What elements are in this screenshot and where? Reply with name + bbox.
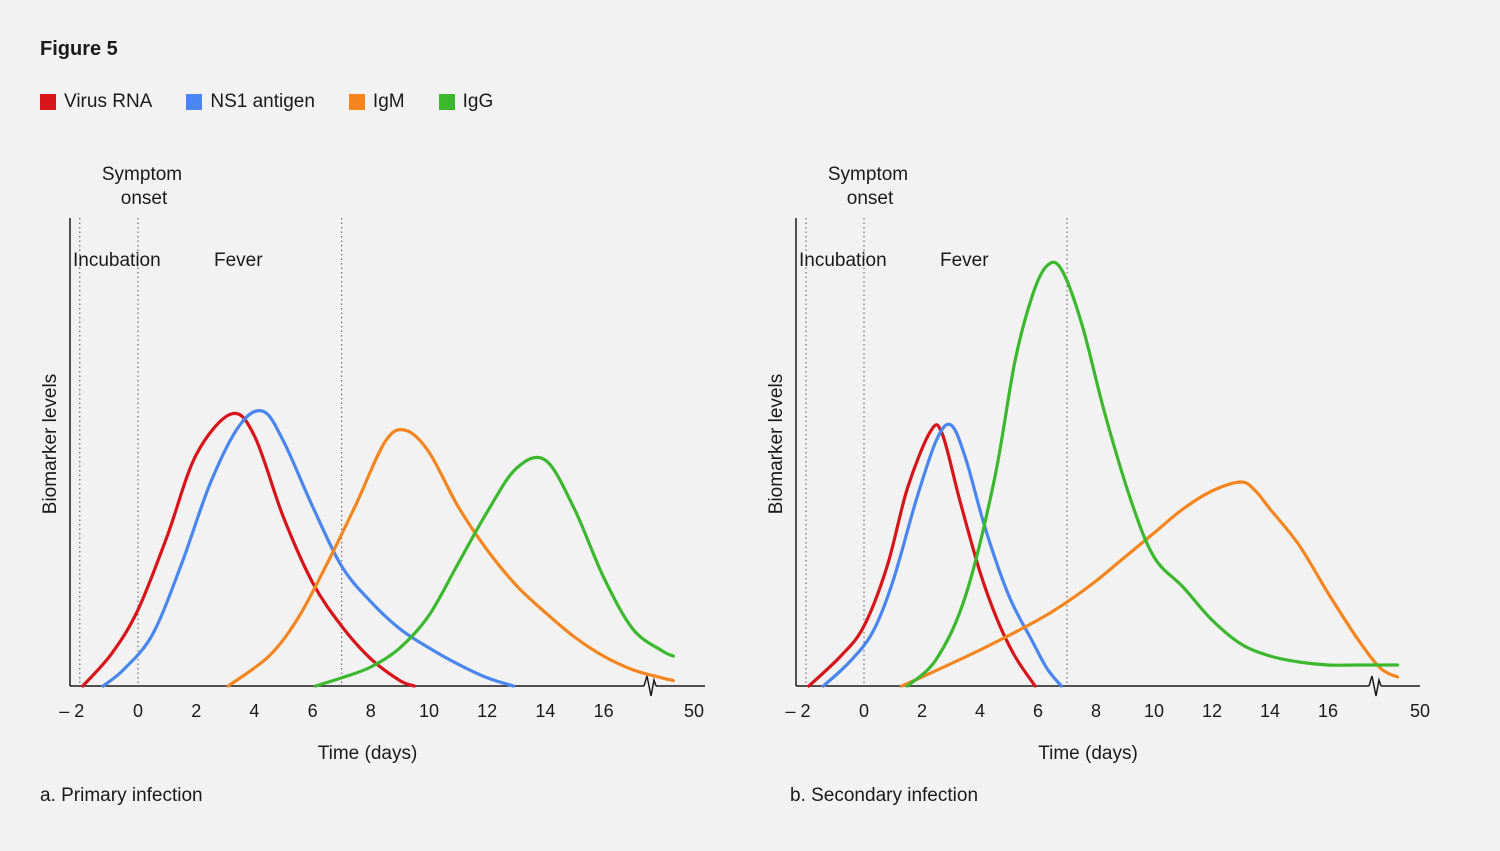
x-tick-label: 6 [308,701,318,721]
legend-item-igg: IgG [438,91,494,113]
y-axis-label: Biomarker levels [40,374,61,514]
axis-break-icon [643,675,657,697]
x-axis-label: Time (days) [1038,743,1138,764]
legend-swatch [186,94,203,110]
series-line-ns1-antigen [101,409,515,688]
legend-label: IgG [462,91,494,112]
legend-swatch [348,94,365,110]
symptom-onset-label: onset [847,188,894,209]
x-tick-label: 4 [975,701,985,721]
chart-panel-primary: – 2 0 2 4 6 8 10 12 14 16 50 Time (days) Biomarker l… [40,164,705,806]
x-tick-label: 50 [1410,701,1430,721]
symptom-onset-label: onset [121,188,168,209]
x-tick-label: 10 [1144,701,1164,721]
y-axis-label: Biomarker levels [766,374,787,514]
x-tick-label: 12 [1202,701,1222,721]
x-tick-label: 10 [419,701,439,721]
x-tick-label: 0 [133,701,143,721]
series-line-igg [313,455,675,688]
series-line-igg [905,260,1400,688]
symptom-onset-label: Symptom [828,164,908,185]
x-tick-label: 4 [249,701,259,721]
panel-title: a. Primary infection [40,785,203,806]
legend-item-ns1-antigen: NS1 antigen [186,91,315,113]
symptom-onset-label: Symptom [102,164,182,185]
phase-label-fever: Fever [214,250,263,271]
legend-label: IgM [372,91,405,112]
x-tick-label: 8 [366,701,376,721]
x-tick-label: 8 [1091,701,1101,721]
phase-label-incubation: Incubation [73,250,161,271]
x-tick-label: 14 [1260,701,1280,721]
panel-title: b. Secondary infection [790,785,978,806]
x-tick-label: 16 [594,701,614,721]
x-tick-label: 12 [477,701,497,721]
legend: Virus RNA NS1 antigen IgM IgG [40,91,493,113]
phase-label-fever: Fever [940,250,989,271]
legend-label: NS1 antigen [210,91,315,112]
series-line-ns1-antigen [821,422,1063,688]
x-tick-label: 14 [535,701,555,721]
series-line-igm [900,480,1400,688]
x-tick-label: 50 [684,701,704,721]
x-tick-label: 0 [859,701,869,721]
legend-swatch [40,94,56,110]
legend-item-virus-rna: Virus RNA [40,91,152,113]
figure-title: Figure 5 [40,38,118,60]
x-tick-label: 16 [1318,701,1338,721]
series-line-virus-rna [81,411,416,688]
axis-break-icon [1368,675,1382,697]
series-line-virus-rna [807,423,1037,688]
series-line-igm [226,427,675,688]
x-tick-label: 2 [917,701,927,721]
legend-item-igm: IgM [348,91,405,113]
legend-label: Virus RNA [64,91,153,112]
x-tick-label: 6 [1033,701,1043,721]
legend-swatch [438,94,455,110]
x-tick-label: – 2 [59,701,84,721]
x-tick-label: – 2 [785,701,810,721]
x-tick-label: 2 [191,701,201,721]
x-axis-label: Time (days) [318,743,418,764]
phase-label-incubation: Incubation [799,250,887,271]
chart-panel-secondary: – 2 0 2 4 6 8 10 12 14 16 50 Time (days) Biomarker l… [766,164,1430,806]
